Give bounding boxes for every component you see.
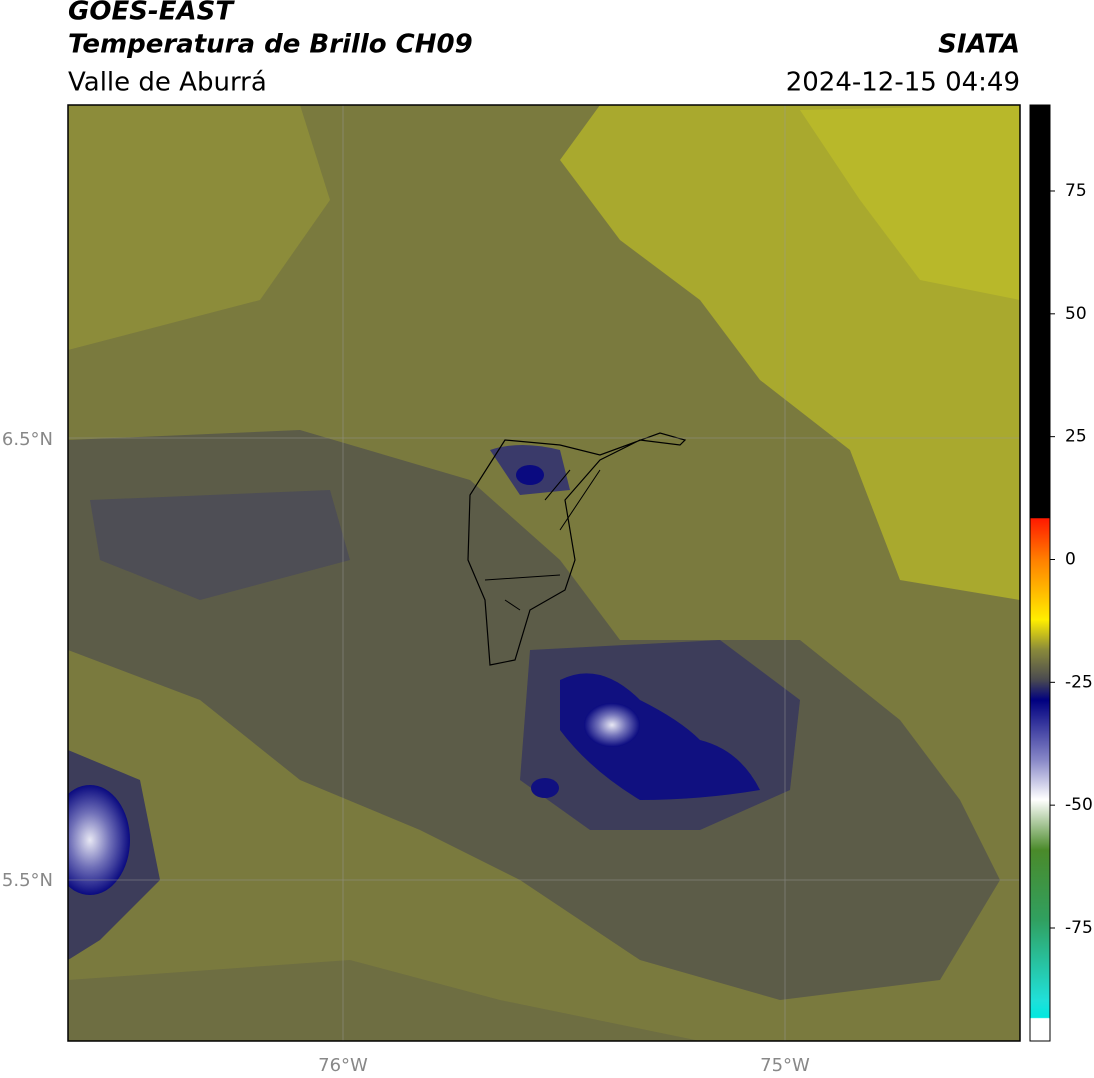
colorbar-tick-label: -75 — [1065, 918, 1093, 938]
colorbar-tick-label: -50 — [1065, 795, 1093, 815]
colorbar-tick-label: 50 — [1065, 304, 1087, 324]
lon-label: 76°W — [318, 1055, 368, 1076]
region: Valle de Aburrá — [68, 68, 267, 98]
subtitle: Temperatura de Brillo CH09 — [68, 30, 473, 60]
map-image — [68, 105, 1020, 1041]
lat-label: 5.5°N — [2, 870, 53, 891]
colorbar-tick-label: 75 — [1065, 181, 1087, 201]
colorbar — [1029, 104, 1051, 1042]
lat-label: 6.5°N — [2, 429, 53, 450]
colorbar-tick-label: 0 — [1065, 549, 1076, 569]
colorbar-tick-label: 25 — [1065, 427, 1087, 447]
datetime: 2024-12-15 04:49 — [786, 68, 1020, 98]
title: GOES-EAST — [68, 0, 235, 27]
source: SIATA — [938, 30, 1020, 60]
map-frame — [67, 104, 1021, 1042]
colorbar-tick-label: -25 — [1065, 672, 1093, 692]
lon-label: 75°W — [760, 1055, 810, 1076]
